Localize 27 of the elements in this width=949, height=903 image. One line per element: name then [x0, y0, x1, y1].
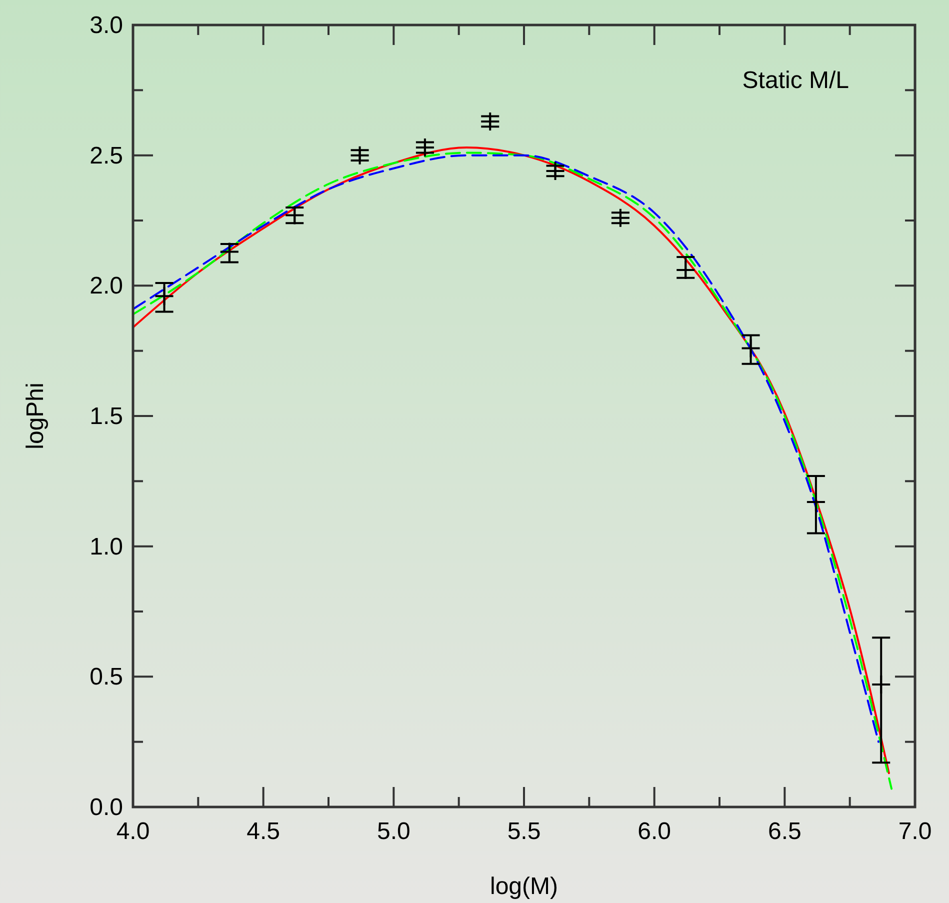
annotation: Static M/L [742, 67, 849, 94]
y-tick-label: 1.5 [90, 403, 123, 430]
point [740, 338, 761, 358]
x-axis-title: log(M) [490, 873, 558, 900]
point [806, 492, 826, 512]
y-tick-label: 2.5 [90, 142, 123, 170]
x-tick-label: 6.5 [768, 818, 802, 845]
y-tick-label: 3.0 [90, 12, 123, 39]
x-tick-label: 5.0 [376, 818, 410, 845]
point [154, 286, 174, 306]
y-tick-label: 0.5 [90, 664, 123, 691]
point [610, 208, 630, 228]
y-axis-title: logPhi [22, 382, 49, 450]
point [414, 138, 435, 158]
y-tick-label: 2.0 [90, 272, 123, 300]
x-tick-label: 7.0 [898, 818, 932, 845]
point [350, 145, 370, 166]
y-tick-label: 0.0 [90, 794, 123, 821]
x-tick-label: 4.5 [246, 818, 280, 845]
x-tick-label: 4.0 [116, 818, 150, 845]
point [676, 260, 696, 280]
y-tick-label: 1.0 [90, 533, 123, 560]
point [545, 160, 566, 181]
point [871, 674, 892, 694]
point [480, 111, 500, 132]
x-tick-label: 6.0 [638, 818, 672, 845]
x-tick-label: 5.5 [507, 818, 541, 845]
